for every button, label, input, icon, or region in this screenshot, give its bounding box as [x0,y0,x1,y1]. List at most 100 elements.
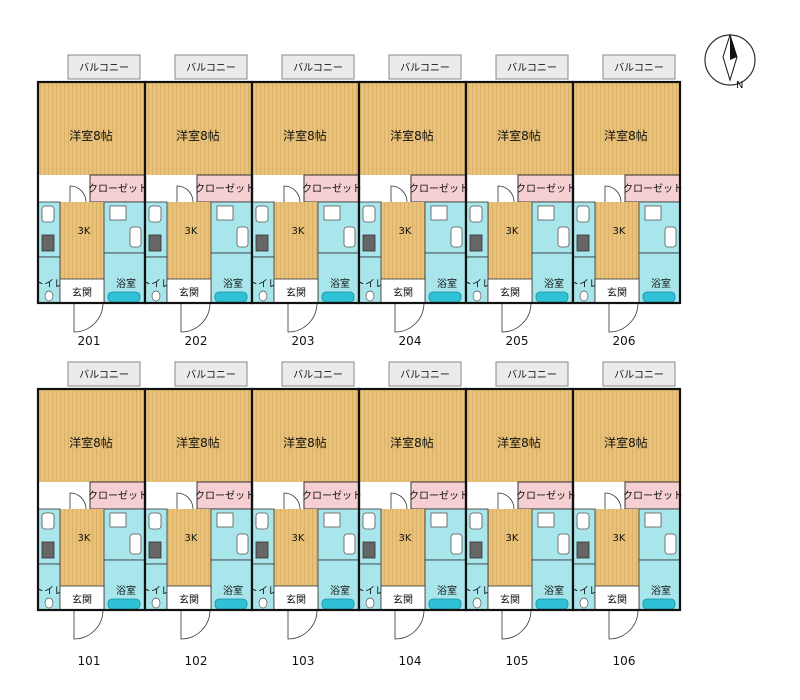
western-room-label: 洋室8帖 [283,435,327,450]
bath-label: 浴室 [437,584,457,597]
toilet-icon [365,597,375,609]
closet [303,481,360,510]
entrance-label: 玄関 [179,593,199,606]
entrance-label: 玄関 [393,286,413,299]
balcony-label: バルコニー [186,62,236,74]
sink-icon [362,512,376,530]
door-swing-icon [390,185,408,203]
kitchen-label: 3K [78,533,91,544]
western-room [466,82,573,175]
toilet-label: トイレ [34,279,64,290]
washing-machine-icon [450,533,463,555]
sink-icon [41,512,55,530]
bath-label: 浴室 [544,277,564,290]
western-room-label: 洋室8帖 [497,435,541,450]
kitchen-label: 3K [399,226,412,237]
entrance [594,585,640,611]
entrance [487,585,533,611]
washbasin-icon [109,205,127,221]
compass-needle-dark-icon [730,35,737,60]
door-swing-icon [394,302,425,333]
door-swing-icon [180,302,211,333]
toilet-label: トイレ [141,586,171,597]
toilet-label: トイレ [141,279,171,290]
bathtub-icon [642,598,676,610]
bathtub-icon [428,598,462,610]
western-room-label: 洋室8帖 [390,435,434,450]
unit-number: 201 [78,334,101,348]
washbasin-icon [537,205,555,221]
stove-icon [255,541,269,559]
sink-icon [362,205,376,223]
closet [624,481,681,510]
closet [196,174,253,203]
closet [89,174,146,203]
closet [303,174,360,203]
balcony [281,54,355,80]
unit-outline [571,80,682,305]
washbasin-icon [430,205,448,221]
washing-machine-icon [664,226,677,248]
western-room-label: 洋室8帖 [69,435,113,450]
sink-icon [148,512,162,530]
western-room [573,82,680,175]
door-swing-icon [73,302,104,333]
washbasin-icon [216,205,234,221]
balcony [602,361,676,387]
toilet-icon [44,597,54,609]
western-room [573,389,680,482]
entrance-label: 玄関 [500,593,520,606]
western-room [145,82,252,175]
door-swing-icon [287,302,318,333]
entrance [166,278,212,304]
unit-number: 203 [292,334,315,348]
toilet-label: トイレ [355,586,385,597]
kitchen-label: 3K [506,533,519,544]
toilet-label: トイレ [248,279,278,290]
washing-machine-icon [557,533,570,555]
door-swing-icon [176,492,194,510]
entrance-label: 玄関 [607,593,627,606]
closet-label: クローゼット [195,490,255,502]
toilet-icon [258,290,268,302]
balcony-label: バルコニー [293,62,343,74]
sink-icon [255,205,269,223]
bath-label: 浴室 [651,277,671,290]
bath-label: 浴室 [116,584,136,597]
washing-machine-icon [129,226,142,248]
sink-icon [576,512,590,530]
washing-machine-icon [129,533,142,555]
door-swing-icon [501,302,532,333]
door-swing-icon [608,302,639,333]
door-swing-icon [73,609,104,640]
closet-label: クローゼット [302,183,362,195]
washing-machine-icon [664,533,677,555]
kitchen-label: 3K [292,226,305,237]
washbasin-icon [644,512,662,528]
balcony-label: バルコニー [400,369,450,381]
closet-label: クローゼット [516,183,576,195]
kitchen-label: 3K [399,533,412,544]
stove-icon [41,234,55,252]
toilet-icon [151,290,161,302]
unit-number: 206 [613,334,636,348]
kitchen-label: 3K [292,533,305,544]
western-room-label: 洋室8帖 [604,435,648,450]
balcony [67,361,141,387]
closet [624,174,681,203]
toilet-label: トイレ [248,586,278,597]
unit-outline [571,387,682,612]
toilet-label: トイレ [569,279,599,290]
bathtub-icon [535,598,569,610]
kitchen-label: 3K [506,226,519,237]
balcony [388,54,462,80]
balcony [495,54,569,80]
